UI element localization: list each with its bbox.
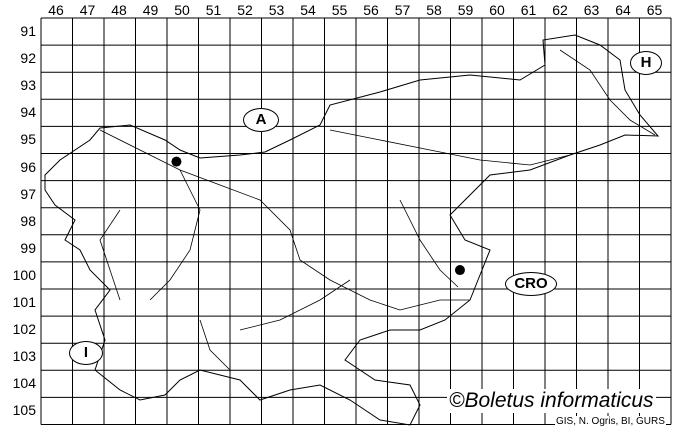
- column-label: 48: [111, 2, 127, 18]
- row-label: 103: [12, 348, 36, 365]
- row-label: 100: [12, 266, 36, 283]
- column-label: 57: [394, 2, 411, 18]
- row-label: 92: [20, 50, 36, 67]
- row-label: 102: [12, 321, 36, 338]
- country-label-austria: A: [243, 108, 279, 132]
- map-grid: [40, 17, 672, 425]
- column-label: 55: [331, 2, 348, 18]
- column-label: 47: [79, 2, 96, 18]
- column-label: 49: [142, 2, 159, 18]
- row-label: 91: [20, 23, 36, 39]
- column-label: 50: [174, 2, 190, 18]
- row-label: 97: [20, 185, 36, 202]
- column-label: 53: [268, 2, 285, 18]
- row-label: 95: [20, 131, 36, 148]
- column-label: 62: [552, 2, 568, 18]
- column-label: 60: [489, 2, 505, 18]
- column-label: 46: [48, 2, 64, 18]
- country-label-croatia: CRO: [505, 272, 557, 296]
- column-label: 59: [457, 2, 474, 18]
- row-label: 98: [20, 212, 36, 229]
- record-points: [171, 156, 465, 276]
- copyright-text: ©Boletus informaticus: [447, 389, 656, 413]
- column-label: 51: [205, 2, 222, 18]
- column-label: 56: [363, 2, 379, 18]
- column-label: 61: [520, 2, 537, 18]
- column-label: 64: [615, 2, 631, 18]
- row-label: 104: [12, 375, 36, 392]
- record-point: [171, 156, 182, 167]
- row-label: 96: [20, 158, 36, 175]
- column-label: 54: [300, 2, 316, 18]
- record-point: [454, 265, 465, 276]
- row-label: 94: [20, 104, 36, 121]
- country-label-italy: I: [69, 341, 103, 365]
- row-label: 101: [12, 294, 36, 310]
- credit-text: GIS, N. Ogris, BI, GURS: [555, 416, 666, 427]
- rivers: [99, 49, 656, 371]
- country-label-hungary: H: [630, 51, 662, 75]
- country-border: [44, 34, 660, 426]
- row-label: 99: [20, 239, 36, 256]
- column-label: 52: [237, 2, 253, 18]
- column-label: 65: [646, 2, 663, 18]
- column-label: 58: [426, 2, 442, 18]
- row-label: 105: [12, 402, 36, 419]
- column-label: 63: [583, 2, 600, 18]
- row-label: 93: [20, 77, 36, 94]
